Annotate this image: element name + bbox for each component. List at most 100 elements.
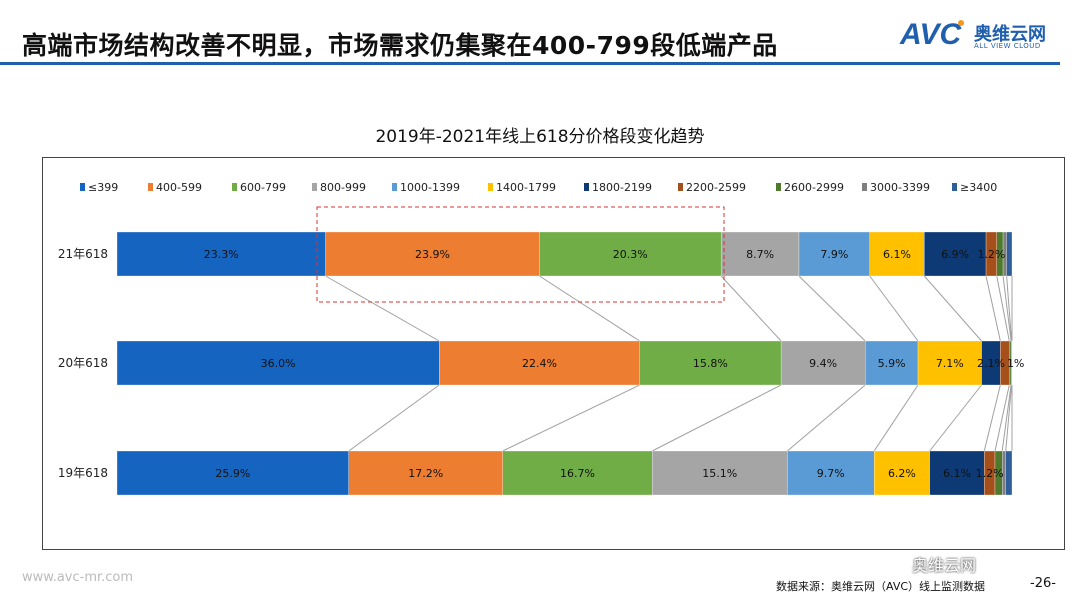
avc-logo: AVC 奥维云网 ALL VIEW CLOUD xyxy=(900,18,1046,51)
connector-line xyxy=(1001,384,1012,452)
title-divider xyxy=(0,62,1060,65)
legend-swatch xyxy=(862,183,867,191)
data-label: 6.1% xyxy=(943,467,971,480)
bar-segment xyxy=(929,450,985,496)
legend-label: 3000-3399 xyxy=(870,181,930,194)
connector-line xyxy=(923,275,982,342)
data-label: 6.2% xyxy=(888,467,916,480)
legend-label: 2600-2999 xyxy=(784,181,844,194)
data-label: 5.9% xyxy=(878,357,906,370)
connector-line xyxy=(798,275,866,342)
legend-label: 1400-1799 xyxy=(496,181,556,194)
chart-frame xyxy=(42,157,1065,550)
page-number: -26- xyxy=(1030,576,1056,591)
wechat-watermark: 奥维云网 xyxy=(912,556,977,575)
bar-segment xyxy=(652,450,788,496)
bar-segment xyxy=(874,450,930,496)
legend-swatch xyxy=(952,183,957,191)
legend-swatch xyxy=(488,183,493,191)
data-label: 15.8% xyxy=(693,357,728,370)
highlight-box xyxy=(316,206,725,303)
connector-line xyxy=(994,384,1010,452)
logo-dot xyxy=(958,20,965,26)
bar-segment xyxy=(720,231,800,277)
bar-segment xyxy=(639,340,782,386)
connector-line xyxy=(929,384,982,452)
connector-line xyxy=(996,275,1010,342)
legend-swatch xyxy=(776,183,781,191)
legend-label: 800-999 xyxy=(320,181,366,194)
category-label: 19年618 xyxy=(58,466,108,480)
data-label: 16.7% xyxy=(560,467,595,480)
legend-label: 1000-1399 xyxy=(400,181,460,194)
data-label: 25.9% xyxy=(215,467,250,480)
category-label: 21年618 xyxy=(58,247,108,261)
legend-label: 2200-2599 xyxy=(686,181,746,194)
legend-swatch xyxy=(312,183,317,191)
data-label: 15.1% xyxy=(702,467,737,480)
data-label: 7.9% xyxy=(820,248,848,261)
data-label: 1.2% xyxy=(976,467,1004,480)
bar-segment xyxy=(917,340,982,386)
bar-segment xyxy=(116,340,440,386)
bar-segment xyxy=(348,450,503,496)
category-label: 20年618 xyxy=(58,356,108,370)
bar-segment xyxy=(439,340,640,386)
data-label: 1% xyxy=(1007,357,1024,370)
connector-line xyxy=(348,384,440,452)
bar-segment xyxy=(502,450,653,496)
data-label: 6.1% xyxy=(883,248,911,261)
data-label: 9.7% xyxy=(817,467,845,480)
legend-swatch xyxy=(678,183,683,191)
connector-line xyxy=(651,384,782,452)
bar-segment xyxy=(787,450,875,496)
connector-line xyxy=(787,384,866,452)
connector-line xyxy=(325,275,440,342)
bar-segment xyxy=(1011,340,1013,386)
bar-segment xyxy=(1006,231,1013,277)
bar-segment xyxy=(116,450,349,496)
connector-line xyxy=(869,275,919,342)
legend-label: ≤399 xyxy=(88,181,118,194)
bar-segment xyxy=(780,340,866,386)
connector-line xyxy=(502,384,640,452)
connector-line xyxy=(1006,275,1013,342)
bar-segment xyxy=(798,231,870,277)
data-label: 23.3% xyxy=(204,248,239,261)
data-label: 20.3% xyxy=(613,248,648,261)
legend-swatch xyxy=(392,183,397,191)
data-label: 6.9% xyxy=(941,248,969,261)
data-label: 2.1% xyxy=(977,357,1005,370)
data-label: 23.9% xyxy=(415,248,450,261)
legend-label: 1800-2199 xyxy=(592,181,652,194)
connector-line xyxy=(1005,384,1013,452)
data-label: 36.0% xyxy=(261,357,296,370)
data-label: 9.4% xyxy=(809,357,837,370)
connector-line xyxy=(983,384,1001,452)
bar-segment xyxy=(1005,450,1013,496)
connector-line xyxy=(873,384,919,452)
data-label: 22.4% xyxy=(522,357,557,370)
bar-segment xyxy=(924,231,987,277)
data-label: 8.7% xyxy=(746,248,774,261)
data-source: 数据来源：奥维云网（AVC）线上监测数据 xyxy=(776,580,986,593)
connector-line xyxy=(1002,275,1012,342)
bar-segment xyxy=(116,231,326,277)
website: www.avc-mr.com xyxy=(22,570,134,585)
legend-label: 400-599 xyxy=(156,181,202,194)
legend-swatch xyxy=(584,183,589,191)
connector-line xyxy=(720,275,782,342)
legend-label: ≥3400 xyxy=(960,181,997,194)
legend-swatch xyxy=(80,183,85,191)
legend-swatch xyxy=(148,183,153,191)
legend-label: 600-799 xyxy=(240,181,286,194)
data-label: 1.2% xyxy=(977,248,1005,261)
bar-segment xyxy=(325,231,540,277)
page-title: 高端市场结构改善不明显，市场需求仍集聚在400-799段低端产品 xyxy=(22,31,778,60)
connector-line xyxy=(985,275,1001,342)
legend-swatch xyxy=(232,183,237,191)
bar-segment xyxy=(539,231,722,277)
data-label: 17.2% xyxy=(408,467,443,480)
chart-title: 2019年-2021年线上618分价格段变化趋势 xyxy=(375,127,705,147)
